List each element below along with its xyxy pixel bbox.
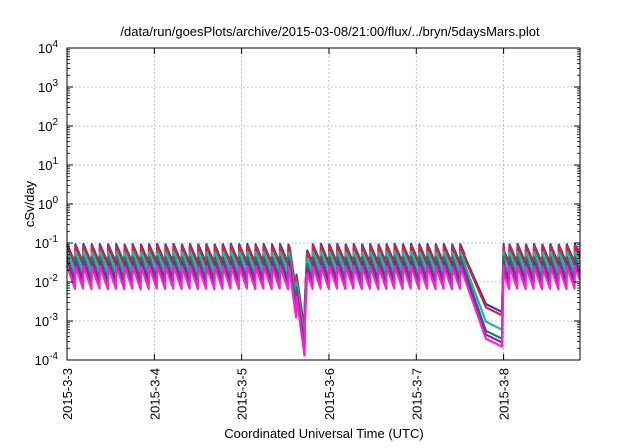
series-line-4 — [65, 255, 581, 347]
x-axis-label: Coordinated Universal Time (UTC) — [224, 426, 423, 441]
y-tick-label: 100 — [38, 195, 58, 212]
y-tick-label: 101 — [38, 156, 58, 173]
y-axis-ticks: 10-4 10-3 10-2 10-1 100 101 102 103 104 — [35, 39, 580, 368]
y-tick-label: 103 — [38, 78, 58, 95]
x-tick-label: 2015-3-8 — [497, 368, 512, 420]
series-line-2 — [65, 244, 581, 334]
series-lines — [65, 242, 581, 357]
y-tick-label: 10-3 — [35, 312, 59, 329]
y-tick-label: 10-4 — [35, 351, 59, 368]
series-line-5 — [65, 259, 581, 352]
y-axis-label: cSv/day — [22, 180, 37, 227]
x-tick-label: 2015-3-5 — [235, 368, 250, 420]
chart-title: /data/run/goesPlots/archive/2015-03-08/2… — [120, 24, 540, 39]
series-line-6 — [65, 264, 581, 357]
x-tick-label: 2015-3-6 — [322, 368, 337, 420]
x-tick-label: 2015-3-7 — [409, 368, 424, 420]
y-tick-label: 10-1 — [35, 234, 59, 251]
y-tick-label: 102 — [38, 117, 58, 134]
series-line-3 — [65, 250, 581, 340]
x-axis-ticks: 2015-3-3 2015-3-4 2015-3-5 2015-3-6 2015-3-7… — [60, 48, 512, 420]
x-tick-label: 2015-3-3 — [60, 368, 75, 420]
grid — [67, 48, 580, 360]
x-tick-label: 2015-3-4 — [147, 368, 162, 420]
y-tick-label: 104 — [38, 39, 58, 56]
y-tick-label: 10-2 — [35, 273, 59, 290]
